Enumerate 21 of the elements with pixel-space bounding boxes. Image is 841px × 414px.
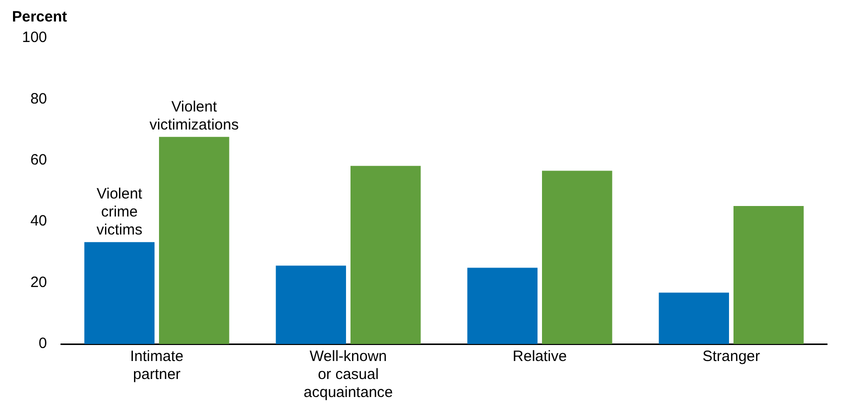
bar xyxy=(467,268,538,344)
y-tick-label: 40 xyxy=(30,212,48,230)
bar xyxy=(276,266,346,344)
bar xyxy=(733,206,804,344)
y-tick-label: 80 xyxy=(30,90,48,108)
y-tick-label: 60 xyxy=(30,152,48,169)
bar xyxy=(159,136,230,344)
series-label: Violent victimizations xyxy=(150,98,239,134)
bar xyxy=(84,242,155,344)
x-tick-label: Well-known or casual acquaintance xyxy=(304,348,393,402)
bar xyxy=(658,292,730,344)
x-tick-label: Relative xyxy=(512,348,567,366)
y-tick-label: 20 xyxy=(30,274,48,291)
x-tick-label: Stranger xyxy=(702,348,760,366)
x-tick-label: Intimate partner xyxy=(130,348,184,384)
bar xyxy=(350,166,421,344)
y-axis-title: Percent xyxy=(12,8,68,26)
y-tick-label: 100 xyxy=(22,29,48,46)
series-label: Violent crime victims xyxy=(96,186,144,239)
y-tick-label: 0 xyxy=(38,335,48,352)
bar xyxy=(542,170,612,344)
